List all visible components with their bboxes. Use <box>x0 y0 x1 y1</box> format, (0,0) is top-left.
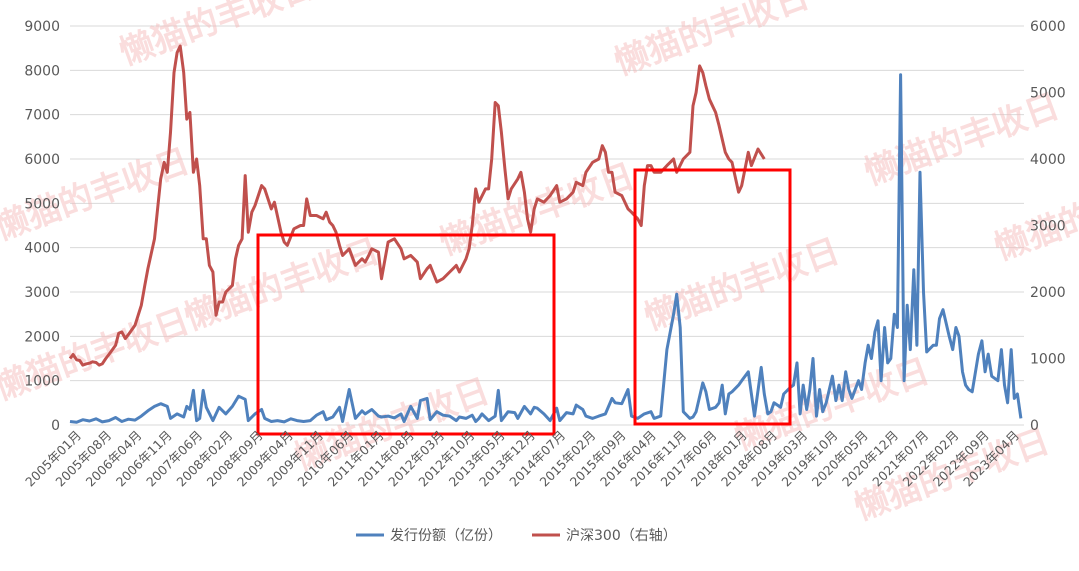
gridlines <box>70 25 1024 426</box>
watermark-text-0: 懒猫的丰收日 <box>114 0 319 73</box>
watermark-text-9: 懒猫的丰收日 <box>0 301 195 408</box>
y-left-tick-6: 6000 <box>24 152 60 168</box>
series-lines <box>68 44 1023 424</box>
y-left-tick-1: 1000 <box>24 374 60 390</box>
y-left-tick-2: 2000 <box>24 329 60 345</box>
highlight-box-0 <box>256 233 556 436</box>
series-line-0 <box>69 73 1023 424</box>
y-left-tick-8: 8000 <box>24 63 60 79</box>
left-axis-ticks: 0 1000 2000 3000 4000 5000 6000 7000 8000 9000 <box>24 19 60 434</box>
y-left-tick-4: 4000 <box>24 241 60 257</box>
legend-label-issuance: 发行份额（亿份） <box>390 528 502 544</box>
highlight-boxes <box>256 168 792 436</box>
y-right-tick-1: 1000 <box>1030 352 1066 368</box>
y-right-tick-4: 4000 <box>1030 152 1066 168</box>
watermark-text-6: 懒猫的丰收日 <box>859 86 1064 193</box>
y-left-tick-0: 0 <box>51 418 60 434</box>
right-axis-ticks: 0 1000 2000 3000 4000 5000 6000 <box>1030 19 1066 434</box>
x-axis-ticks: 2005年01月2005年08月2006年04月2006年11月2007年06月… <box>22 428 1022 490</box>
watermark-text-11: 懒猫的丰收日 <box>989 161 1079 268</box>
y-right-tick-3: 3000 <box>1030 219 1066 235</box>
y-right-tick-2: 2000 <box>1030 285 1066 301</box>
y-left-tick-7: 7000 <box>24 108 60 124</box>
y-right-tick-5: 5000 <box>1030 86 1066 102</box>
highlight-box-1 <box>633 168 792 426</box>
y-left-tick-5: 5000 <box>24 196 60 212</box>
y-left-tick-9: 9000 <box>24 19 60 35</box>
y-right-tick-0: 0 <box>1030 418 1039 434</box>
legend: 发行份额（亿份） 沪深300（右轴） <box>356 528 677 544</box>
legend-label-csi300: 沪深300（右轴） <box>566 528 677 544</box>
y-right-tick-6: 6000 <box>1030 19 1066 35</box>
y-left-tick-3: 3000 <box>24 285 60 301</box>
watermark-text-1: 懒猫的丰收日 <box>609 0 814 83</box>
series-line-1 <box>68 44 766 367</box>
